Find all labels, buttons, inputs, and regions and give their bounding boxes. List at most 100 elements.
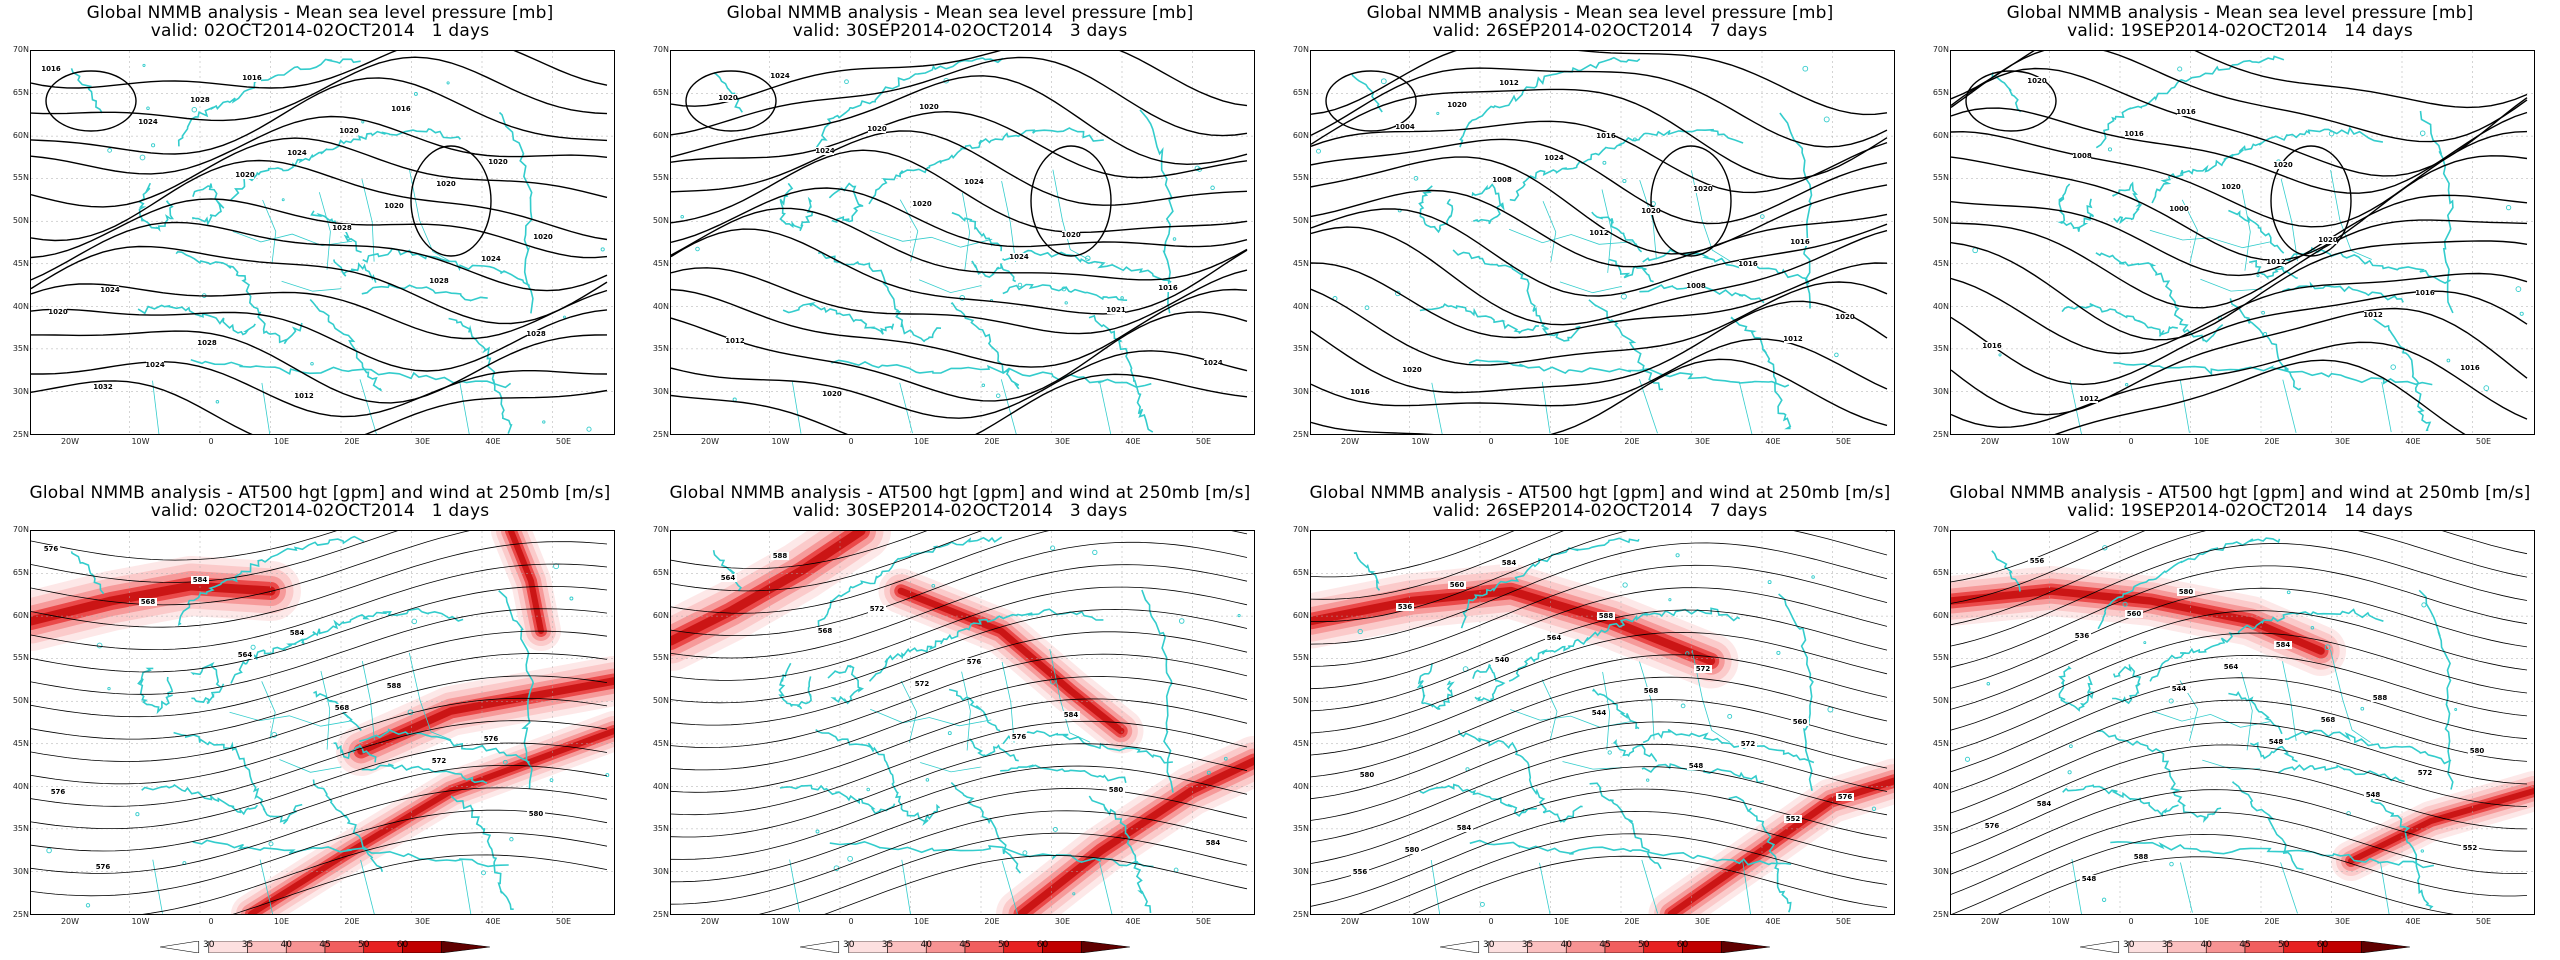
contour-label: 1012	[1783, 335, 1803, 343]
mslp-panel-2: Global NMMB analysis - Mean sea level pr…	[640, 0, 1280, 480]
colorbar-tick-label: 50	[2278, 940, 2290, 950]
latitude-label: 30N	[12, 387, 29, 397]
wind-shading	[671, 531, 1254, 914]
contour-label: 580	[1109, 786, 1124, 794]
contour-label: 1012	[725, 337, 745, 345]
longitude-label: 20W	[60, 917, 80, 926]
contours	[31, 531, 608, 914]
contour-label: 1020	[2221, 183, 2241, 191]
colorbar-tick-label: 60	[396, 940, 409, 950]
contour-label: 560	[1793, 718, 1808, 726]
contour-label: 576	[44, 545, 59, 553]
contour-label: 548	[2082, 875, 2097, 883]
colorbar-2	[799, 938, 1131, 957]
colorbar-tick-label: 40	[2200, 940, 2212, 950]
contour-label: 584	[2037, 800, 2052, 808]
longitude-label: 20W	[1980, 917, 2000, 926]
contour-label: 572	[1696, 665, 1711, 673]
contour-label: 1016	[2176, 108, 2196, 116]
contour-label: 1024	[138, 118, 158, 126]
latitude-label: 25N	[1932, 430, 1949, 439]
islands	[1964, 545, 2458, 902]
latitude-label: 55N	[1292, 653, 1309, 663]
contour-label: 1012	[2363, 311, 2383, 319]
longitude-label: 20W	[700, 437, 720, 446]
latitude-label: 25N	[12, 910, 29, 919]
colorbar-tick-label: 45	[319, 940, 331, 950]
longitude-label: 40E	[1125, 917, 1141, 926]
contour-labels: 1016 1024 1020 1028 1028 1028 1032 1028 1024 1020…	[41, 65, 553, 400]
contour-label: 548	[1689, 762, 1704, 770]
colorbar-strip	[2079, 940, 2411, 954]
contour-label: 1008	[1686, 282, 1706, 290]
latitude-label: 35N	[1292, 824, 1309, 834]
contour-label: 1012	[2079, 395, 2099, 403]
contour-label: 576	[51, 788, 66, 796]
latitude-label: 45N	[652, 258, 669, 268]
contour-label: 1020	[2318, 236, 2338, 244]
contour-labels: 1008 1000 1012 1012 1016 1020 1016 1020 1020 1016…	[1982, 77, 2480, 403]
longitude-label: 20E	[2264, 437, 2280, 446]
colorbar-tick-label: 60	[1676, 940, 1689, 950]
longitude-label: 10E	[913, 437, 930, 446]
latitude-label: 65N	[1932, 87, 1949, 97]
contour-label: 556	[2030, 557, 2045, 565]
contour-label: 1020	[1402, 366, 1422, 374]
latitude-label: 25N	[12, 430, 29, 439]
contour-label: 576	[1012, 733, 1027, 741]
latitude-label: 60N	[1292, 610, 1309, 620]
latitude-label: 70N	[12, 525, 29, 534]
country-borders	[791, 169, 1112, 434]
latitude-label: 35N	[12, 824, 29, 834]
hgt-wind-panel-3: Global NMMB analysis - AT500 hgt [gpm] a…	[1280, 480, 1920, 960]
longitude-label: 20E	[984, 917, 1000, 926]
map-canvas: 1016 1024 1020 1028 1028 1028 1032 1028 1024 1020…	[31, 51, 614, 434]
contour-label: 588	[2373, 694, 2388, 702]
panel-valid-period: valid: 19SEP2014-02OCT2014 14 days	[2067, 21, 2413, 41]
latitude-label: 30N	[1932, 867, 1949, 877]
colorbar-4	[2079, 938, 2411, 957]
contour-label: 1016	[242, 74, 262, 82]
contour-label: 1024	[145, 361, 165, 369]
latitude-label: 40N	[1932, 301, 1949, 311]
mslp-panel-4: Global NMMB analysis - Mean sea level pr…	[1920, 0, 2560, 480]
colorbar-tick-label: 30	[1483, 940, 1495, 950]
colorbar-tick-label: 35	[881, 940, 894, 950]
latitude-label: 30N	[1932, 387, 1949, 397]
contour-label: 1024	[964, 178, 984, 186]
colorbar-swatch	[799, 940, 840, 954]
contour-label: 1016	[41, 65, 61, 73]
contour-label: 1024	[815, 147, 835, 155]
colorbar-tick-label: 50	[1638, 940, 1650, 950]
longitude-label: 20W	[60, 437, 80, 446]
contours	[1311, 531, 1888, 914]
contour-label: 544	[1592, 709, 1607, 717]
longitude-label: 10E	[1553, 437, 1570, 446]
latitude-label: 55N	[12, 173, 29, 183]
contour-label: 576	[96, 863, 111, 871]
hgt-wind-panel-2: Global NMMB analysis - AT500 hgt [gpm] a…	[640, 480, 1280, 960]
contour-label: 1028	[197, 339, 217, 347]
map-frame: 1020 1024 1020 1024 1021 1024 1024 1020 1024 1020…	[670, 50, 1255, 435]
contour-label: 1016	[2460, 364, 2480, 372]
longitude-label: 50E	[2475, 437, 2492, 446]
hgt-wind-panel-4: Global NMMB analysis - AT500 hgt [gpm] a…	[1920, 480, 2560, 960]
latitude-label: 35N	[1292, 344, 1309, 354]
colorbar-swatch	[1439, 940, 1480, 954]
colorbar-swatch	[2079, 940, 2120, 954]
latitude-label: 50N	[1932, 696, 1949, 706]
contour-label: 580	[529, 810, 544, 818]
colorbar-tick-label: 35	[241, 940, 254, 950]
contour-label: 1020	[533, 233, 553, 241]
longitude-label: 0	[208, 437, 214, 446]
map-canvas: 1008 1000 1012 1012 1016 1020 1016 1020 1020 1016…	[1951, 51, 2534, 434]
colorbar-swatch	[1080, 940, 1131, 954]
contour-label: 1012	[1589, 229, 1609, 237]
contour-labels: 1004 1008 1012 1008 1012 1016 1020 1024 1020 1016…	[1350, 79, 1855, 396]
longitude-label: 10E	[2193, 437, 2210, 446]
contour-label: 1016	[1596, 132, 1616, 140]
map-frame: 536 540 544 548 552 556 560 564 568 572 576 580 584 5…	[1310, 530, 1895, 915]
islands	[1316, 65, 1839, 358]
longitude-label: 10E	[2193, 917, 2210, 926]
contour-label: 572	[2418, 769, 2433, 777]
